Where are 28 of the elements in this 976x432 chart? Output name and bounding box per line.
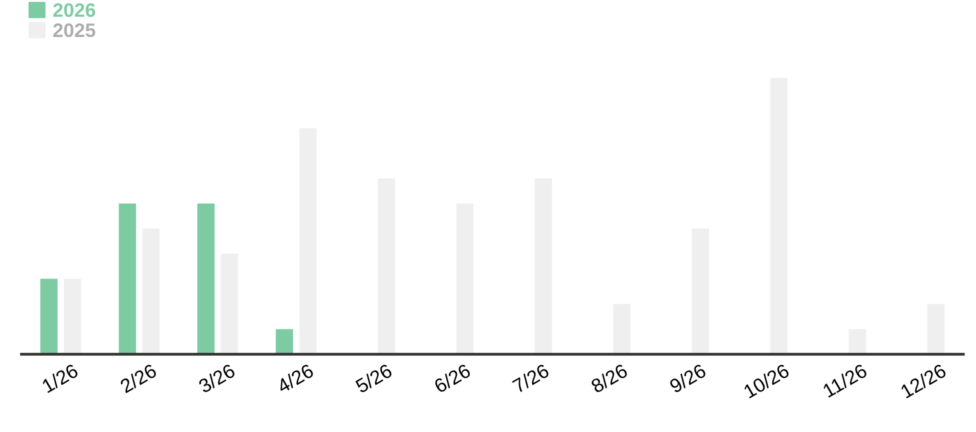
x-tick-label: 7/26	[512, 363, 550, 394]
bar	[118, 204, 136, 354]
bar	[927, 304, 944, 354]
bar	[197, 204, 215, 354]
x-tick-label: 9/26	[668, 363, 707, 394]
bar	[613, 304, 631, 354]
bar	[848, 329, 866, 354]
bar	[692, 228, 710, 354]
bar	[770, 78, 788, 354]
bar	[220, 254, 238, 354]
x-tick-label: 11/26	[822, 363, 868, 398]
bar	[276, 329, 294, 354]
x-tick-label: 5/26	[354, 363, 393, 394]
bar	[299, 128, 317, 354]
x-tick-label: 8/26	[590, 363, 628, 394]
x-tick-label: 2/26	[119, 363, 158, 394]
bar	[534, 178, 552, 354]
bar	[378, 178, 396, 354]
x-tick-label: 6/26	[433, 363, 472, 394]
bar	[64, 278, 82, 354]
legend-label: 2025	[53, 23, 96, 38]
bar	[40, 278, 58, 354]
bar	[456, 204, 474, 354]
x-tick-label: 3/26	[197, 363, 236, 394]
bar	[142, 228, 160, 354]
legend-label: 2026	[53, 3, 96, 17]
x-tick-label: 4/26	[276, 363, 314, 394]
x-tick-label: 1/26	[41, 363, 79, 394]
